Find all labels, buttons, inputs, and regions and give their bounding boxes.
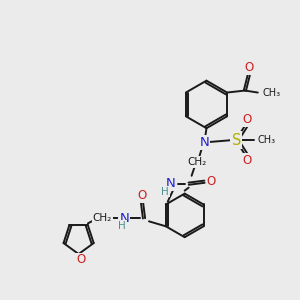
Text: CH₂: CH₂: [93, 213, 112, 224]
Text: H: H: [161, 187, 169, 196]
Text: O: O: [244, 61, 254, 74]
Text: N: N: [166, 177, 176, 190]
Text: CH₃: CH₃: [257, 135, 275, 145]
Text: CH₂: CH₂: [187, 157, 206, 167]
Text: N: N: [119, 212, 129, 225]
Text: N: N: [200, 136, 209, 148]
Text: CH₃: CH₃: [263, 88, 281, 98]
Text: O: O: [242, 113, 252, 126]
Text: O: O: [76, 254, 85, 266]
Text: O: O: [207, 175, 216, 188]
Text: H: H: [118, 221, 126, 231]
Text: S: S: [232, 133, 241, 148]
Text: O: O: [242, 154, 252, 167]
Text: O: O: [137, 189, 147, 202]
